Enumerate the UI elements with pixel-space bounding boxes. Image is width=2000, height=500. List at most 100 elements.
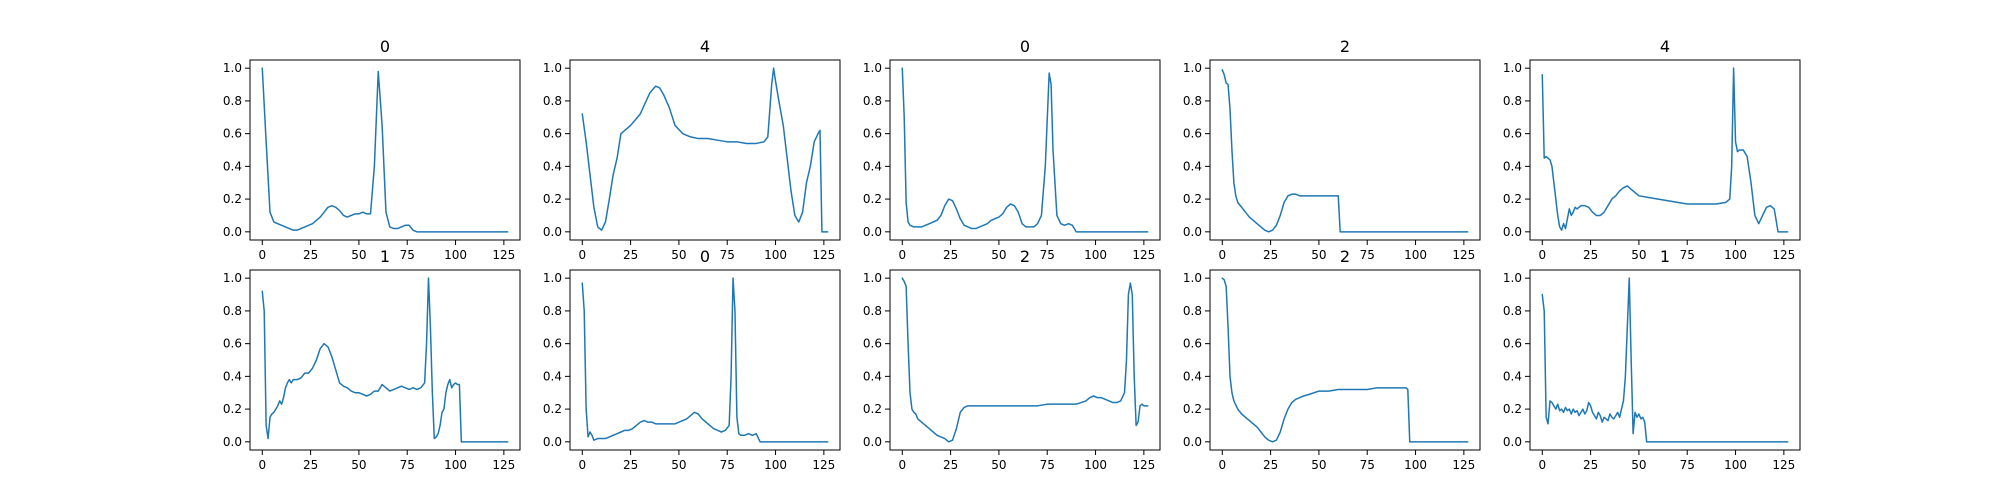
y-tick-label: 0.0	[1503, 225, 1522, 239]
axes-frame	[1209, 59, 1481, 241]
x-tick-label: 50	[1311, 248, 1326, 262]
y-tick-label: 0.6	[1503, 337, 1522, 351]
y-tick-label: 1.0	[543, 271, 562, 285]
subplot-9: 1 0 25 50 75 100 125 0.0 0.2 0.4 0.6 0.8 1.0	[1503, 247, 1801, 472]
y-tick-label: 0.4	[863, 159, 882, 173]
y-tick-label: 1.0	[1503, 61, 1522, 75]
y-tick-label: 0.8	[1183, 94, 1202, 108]
x-tick-label: 125	[492, 458, 515, 472]
y-tick-label: 0.0	[223, 225, 242, 239]
x-tick-label: 25	[1583, 458, 1598, 472]
y-tick-label: 1.0	[863, 271, 882, 285]
axes-frame	[889, 59, 1161, 241]
x-tick-label: 125	[812, 458, 835, 472]
series-line	[581, 277, 829, 443]
x-tick-label: 75	[1680, 248, 1695, 262]
y-tick-label: 0.2	[543, 402, 562, 416]
y-tick-label: 0.6	[223, 127, 242, 141]
x-tick-label: 0	[578, 458, 586, 472]
y-tick-label: 0.8	[863, 94, 882, 108]
x-tick-label: 125	[1772, 458, 1795, 472]
subplot-2: 0 0 25 50 75 100 125 0.0 0.2 0.4 0.6 0.8 1.0	[863, 37, 1161, 262]
x-tick-label: 25	[303, 458, 318, 472]
axes-frame	[569, 59, 841, 241]
y-tick-label: 0.2	[863, 192, 882, 206]
y-tick-label: 0.0	[863, 225, 882, 239]
y-tick-label: 0.0	[223, 435, 242, 449]
y-tick-label: 0.8	[1503, 304, 1522, 318]
y-tick-label: 0.0	[543, 435, 562, 449]
x-tick-label: 25	[943, 248, 958, 262]
y-tick-label: 0.8	[543, 304, 562, 318]
x-tick-label: 100	[1084, 248, 1107, 262]
x-tick-label: 100	[444, 458, 467, 472]
y-tick-label: 1.0	[223, 271, 242, 285]
x-tick-label: 50	[1631, 248, 1646, 262]
x-tick-label: 100	[1084, 458, 1107, 472]
subplot-title: 2	[1340, 37, 1350, 56]
axes-frame	[889, 269, 1161, 451]
series-line	[901, 277, 1149, 443]
x-tick-label: 50	[991, 248, 1006, 262]
x-tick-label: 50	[991, 458, 1006, 472]
x-tick-label: 50	[671, 458, 686, 472]
x-tick-label: 75	[400, 458, 415, 472]
y-tick-label: 0.2	[1503, 192, 1522, 206]
x-tick-label: 0	[1218, 458, 1226, 472]
x-tick-label: 25	[943, 458, 958, 472]
x-tick-label: 100	[1404, 458, 1427, 472]
x-tick-label: 50	[351, 458, 366, 472]
y-tick-label: 0.2	[1503, 402, 1522, 416]
y-tick-label: 0.0	[1503, 435, 1522, 449]
series-line	[1221, 277, 1469, 443]
y-tick-label: 0.8	[1183, 304, 1202, 318]
axes-frame	[249, 59, 521, 241]
subplot-title: 2	[1340, 247, 1350, 266]
y-tick-label: 0.4	[1503, 159, 1522, 173]
y-tick-label: 0.0	[863, 435, 882, 449]
x-tick-label: 50	[1311, 458, 1326, 472]
subplot-title: 1	[1660, 247, 1670, 266]
x-tick-label: 100	[444, 248, 467, 262]
y-tick-label: 0.6	[1183, 127, 1202, 141]
series-line	[261, 277, 509, 443]
y-tick-label: 0.8	[223, 94, 242, 108]
x-tick-label: 0	[1218, 248, 1226, 262]
y-tick-label: 1.0	[1183, 271, 1202, 285]
series-line	[581, 67, 829, 233]
x-tick-label: 0	[578, 248, 586, 262]
subplot-5: 1 0 25 50 75 100 125 0.0 0.2 0.4 0.6 0.8 1.0	[223, 247, 521, 472]
y-tick-label: 1.0	[1183, 61, 1202, 75]
y-tick-label: 0.2	[1183, 402, 1202, 416]
axes-frame	[249, 269, 521, 451]
subplot-6: 0 0 25 50 75 100 125 0.0 0.2 0.4 0.6 0.8 1.0	[543, 247, 841, 472]
axes-frame	[569, 269, 841, 451]
axes-frame	[1529, 59, 1801, 241]
series-line	[1221, 69, 1469, 233]
y-tick-label: 0.0	[543, 225, 562, 239]
y-tick-label: 0.4	[863, 369, 882, 383]
x-tick-label: 75	[720, 248, 735, 262]
y-tick-label: 0.2	[223, 192, 242, 206]
x-tick-label: 100	[764, 458, 787, 472]
x-tick-label: 25	[1263, 248, 1278, 262]
subplot-title: 0	[1020, 37, 1030, 56]
subplot-title: 0	[380, 37, 390, 56]
x-tick-label: 0	[258, 248, 266, 262]
y-tick-label: 0.2	[223, 402, 242, 416]
x-tick-label: 75	[1040, 248, 1055, 262]
y-tick-label: 1.0	[543, 61, 562, 75]
y-tick-label: 0.8	[863, 304, 882, 318]
subplot-title: 0	[700, 247, 710, 266]
x-tick-label: 25	[303, 248, 318, 262]
y-tick-label: 0.6	[1183, 337, 1202, 351]
series-line	[261, 67, 509, 233]
y-tick-label: 0.4	[1183, 369, 1202, 383]
x-tick-label: 75	[1040, 458, 1055, 472]
y-tick-label: 0.6	[223, 337, 242, 351]
x-tick-label: 100	[1724, 458, 1747, 472]
y-tick-label: 1.0	[223, 61, 242, 75]
y-tick-label: 0.4	[223, 369, 242, 383]
x-tick-label: 125	[1132, 458, 1155, 472]
